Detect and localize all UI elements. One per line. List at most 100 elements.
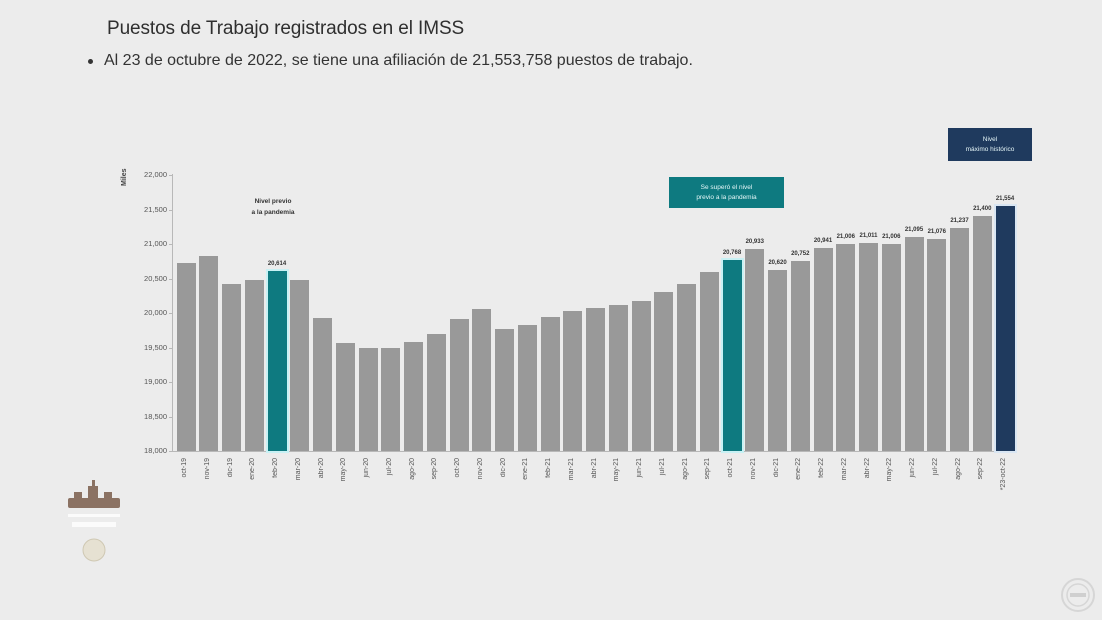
x-tick-label: abr-20 <box>317 458 325 479</box>
chart-bar <box>335 342 355 451</box>
x-tick-label: sep-20 <box>431 458 439 480</box>
chart-bar <box>563 310 583 451</box>
chart-bar <box>472 308 492 451</box>
chart-bar <box>677 284 696 451</box>
summary-text: Al 23 de octubre de 2022, se tiene una a… <box>104 52 693 69</box>
y-tick-mark <box>169 382 173 383</box>
chart-bar <box>654 292 674 451</box>
y-tick-label: 20,500 <box>144 273 167 283</box>
y-tick-mark <box>169 347 173 349</box>
chart-bar <box>517 325 537 451</box>
y-tick-label: 19,000 <box>144 377 167 386</box>
chart-bar <box>904 237 924 451</box>
y-tick-label: 21,000 <box>144 239 167 248</box>
surpassed-pre-pandemic-callout: Se superó el nivel previo a la pandemia <box>669 177 784 208</box>
x-tick-label: feb-21 <box>545 458 552 478</box>
bar-value-label: 21,095 <box>904 227 924 234</box>
x-tick-label: ago-21 <box>681 458 689 480</box>
government-logo <box>68 480 120 562</box>
x-tick-label: nov-19 <box>203 458 211 480</box>
bar-value-label: 21,006 <box>882 233 901 240</box>
bar-value-label: 21,400 <box>973 206 992 213</box>
chart-bar <box>995 205 1015 451</box>
y-tick-mark <box>169 278 173 280</box>
x-tick-label: jul-22 <box>931 458 939 476</box>
chart-bar <box>381 347 401 451</box>
bar-value-label: 21,006 <box>836 233 855 240</box>
x-tick-label: sep-21 <box>704 458 712 480</box>
y-tick-label: 19,500 <box>144 342 167 352</box>
chart-bar <box>699 271 719 451</box>
x-tick-label: ene-20 <box>249 458 257 480</box>
x-tick-label: jun-22 <box>909 458 916 478</box>
bullet-icon <box>88 58 93 64</box>
chart-bar <box>859 243 878 451</box>
chart-bar <box>950 227 969 451</box>
x-tick-label: abr-21 <box>590 458 598 479</box>
y-tick-mark <box>169 175 173 176</box>
x-tick-label: oct-20 <box>454 458 461 478</box>
y-tick-label: 21,500 <box>144 204 167 214</box>
x-tick-label: feb-22 <box>818 458 825 478</box>
chart-bar <box>881 243 901 451</box>
x-tick-label: jun-20 <box>363 458 370 478</box>
bar-value-label: 20,620 <box>768 260 787 267</box>
bar-value-label: 20,752 <box>791 251 810 258</box>
x-tick-label: ene-21 <box>522 458 530 480</box>
x-tick-label: feb-20 <box>272 458 279 478</box>
historic-max-callout: Nivel máximo histórico <box>948 128 1032 161</box>
x-tick-label: nov-21 <box>749 458 757 480</box>
x-tick-label: may-22 <box>886 458 894 482</box>
x-tick-label: may-20 <box>340 458 348 482</box>
x-tick-label: *23-oct-22 <box>1000 458 1007 491</box>
bar-value-label: 21,554 <box>995 195 1015 202</box>
bar-value-label: 20,941 <box>813 238 833 245</box>
chart-bar <box>426 333 446 451</box>
x-axis <box>172 451 1014 452</box>
chart-bar <box>404 341 423 451</box>
chart-bar <box>927 238 947 451</box>
x-tick-label: ago-20 <box>408 458 416 480</box>
bar-value-label: 20,933 <box>745 238 764 245</box>
chart-bar <box>290 279 310 451</box>
chart-bar <box>790 261 810 451</box>
x-tick-label: abr-22 <box>863 458 871 479</box>
y-tick-label: 22,000 <box>144 170 167 179</box>
y-tick-mark <box>169 209 173 211</box>
y-tick-label: 18,500 <box>144 411 167 421</box>
imss-logo <box>1061 578 1095 612</box>
chart-bar <box>176 262 196 451</box>
x-tick-label: jul-21 <box>658 458 666 476</box>
chart-bar <box>631 301 651 451</box>
x-tick-label: jun-21 <box>636 458 643 478</box>
y-tick-label: 20,000 <box>144 308 167 317</box>
chart-bar <box>495 328 514 451</box>
y-tick-mark <box>169 244 173 245</box>
y-tick-mark <box>169 313 173 314</box>
bar-value-label: 21,076 <box>927 228 946 235</box>
chart-bar <box>267 270 287 451</box>
bar-value-label: 20,768 <box>722 250 742 256</box>
x-tick-label: ago-22 <box>954 458 962 480</box>
x-tick-label: dic-19 <box>226 458 234 478</box>
chart-bar <box>449 319 469 451</box>
chart-bar <box>222 284 241 451</box>
x-tick-label: mar-21 <box>567 458 575 481</box>
chart-bar <box>244 279 264 451</box>
bar-value-label: 20,614 <box>267 260 287 267</box>
x-tick-label: mar-22 <box>840 458 848 481</box>
x-tick-label: sep-22 <box>977 458 985 480</box>
x-tick-label: oct-21 <box>727 458 734 478</box>
chart-bar <box>313 317 332 451</box>
y-tick-mark <box>169 416 173 418</box>
page-title: Puestos de Trabajo registrados en el IMS… <box>107 18 465 39</box>
y-tick-mark <box>169 451 173 452</box>
chart-bar <box>586 308 605 451</box>
chart-bar <box>768 270 787 451</box>
chart-bar <box>722 260 742 451</box>
chart-bar <box>813 248 833 451</box>
bar-value-label: 21,011 <box>859 233 878 240</box>
x-tick-label: nov-20 <box>476 458 484 480</box>
summary-bullet: Al 23 de octubre de 2022, se tiene una a… <box>88 52 693 70</box>
